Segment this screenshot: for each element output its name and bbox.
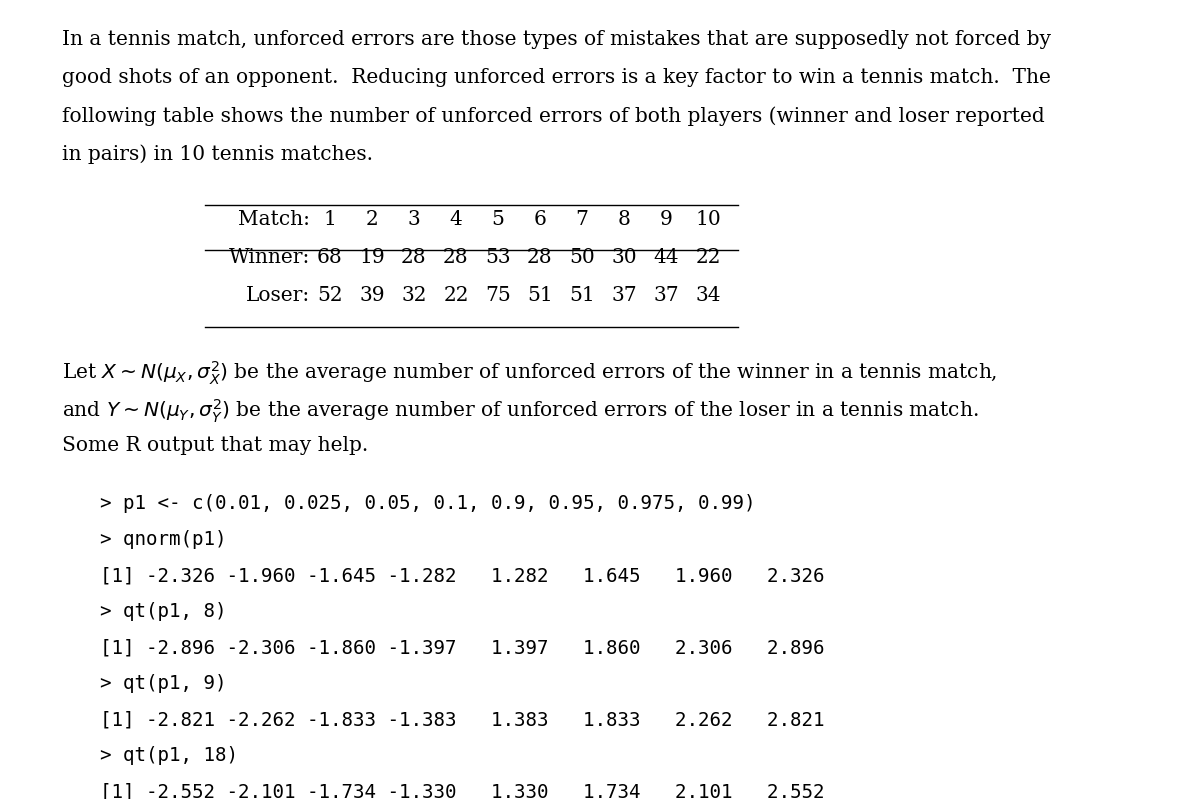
Text: Match:: Match:: [238, 210, 310, 229]
Text: > qt(p1, 9): > qt(p1, 9): [100, 674, 227, 693]
Text: and $Y \sim N(\mu_Y, \sigma_Y^2)$ be the average number of unforced errors of th: and $Y \sim N(\mu_Y, \sigma_Y^2)$ be the…: [62, 398, 979, 425]
Text: 28: 28: [527, 248, 553, 267]
Text: 34: 34: [695, 286, 721, 305]
Text: > p1 <- c(0.01, 0.025, 0.05, 0.1, 0.9, 0.95, 0.975, 0.99): > p1 <- c(0.01, 0.025, 0.05, 0.1, 0.9, 0…: [100, 494, 756, 513]
Text: 10: 10: [695, 210, 721, 229]
Text: following table shows the number of unforced errors of both players (winner and : following table shows the number of unfo…: [62, 106, 1045, 125]
Text: 4: 4: [450, 210, 462, 229]
Text: 30: 30: [611, 248, 637, 267]
Text: 53: 53: [485, 248, 511, 267]
Text: 22: 22: [443, 286, 469, 305]
Text: 32: 32: [401, 286, 427, 305]
Text: Some R output that may help.: Some R output that may help.: [62, 436, 368, 455]
Text: 68: 68: [317, 248, 343, 267]
Text: 50: 50: [569, 248, 595, 267]
Text: in pairs) in 10 tennis matches.: in pairs) in 10 tennis matches.: [62, 144, 373, 164]
Text: good shots of an opponent.  Reducing unforced errors is a key factor to win a te: good shots of an opponent. Reducing unfo…: [62, 68, 1051, 87]
Text: 6: 6: [534, 210, 546, 229]
Text: [1] -2.552 -2.101 -1.734 -1.330   1.330   1.734   2.101   2.552: [1] -2.552 -2.101 -1.734 -1.330 1.330 1.…: [100, 782, 824, 799]
Text: Winner:: Winner:: [229, 248, 310, 267]
Text: > qt(p1, 18): > qt(p1, 18): [100, 746, 238, 765]
Text: 19: 19: [359, 248, 385, 267]
Text: In a tennis match, unforced errors are those types of mistakes that are supposed: In a tennis match, unforced errors are t…: [62, 30, 1051, 49]
Text: 1: 1: [324, 210, 336, 229]
Text: 3: 3: [408, 210, 420, 229]
Text: 44: 44: [653, 248, 679, 267]
Text: Loser:: Loser:: [246, 286, 310, 305]
Text: 22: 22: [695, 248, 721, 267]
Text: 51: 51: [569, 286, 595, 305]
Text: 37: 37: [611, 286, 637, 305]
Text: 5: 5: [492, 210, 504, 229]
Text: Let $X \sim N(\mu_X, \sigma_X^2)$ be the average number of unforced errors of th: Let $X \sim N(\mu_X, \sigma_X^2)$ be the…: [62, 360, 997, 388]
Text: 28: 28: [401, 248, 427, 267]
Text: 39: 39: [359, 286, 385, 305]
Text: 51: 51: [527, 286, 553, 305]
Text: > qt(p1, 8): > qt(p1, 8): [100, 602, 227, 621]
Text: 8: 8: [618, 210, 630, 229]
Text: > qnorm(p1): > qnorm(p1): [100, 530, 227, 549]
Text: 52: 52: [317, 286, 343, 305]
Text: 28: 28: [443, 248, 469, 267]
Text: 37: 37: [653, 286, 679, 305]
Text: [1] -2.326 -1.960 -1.645 -1.282   1.282   1.645   1.960   2.326: [1] -2.326 -1.960 -1.645 -1.282 1.282 1.…: [100, 566, 824, 585]
Text: 7: 7: [576, 210, 588, 229]
Text: 9: 9: [660, 210, 672, 229]
Text: [1] -2.821 -2.262 -1.833 -1.383   1.383   1.833   2.262   2.821: [1] -2.821 -2.262 -1.833 -1.383 1.383 1.…: [100, 710, 824, 729]
Text: 75: 75: [485, 286, 511, 305]
Text: [1] -2.896 -2.306 -1.860 -1.397   1.397   1.860   2.306   2.896: [1] -2.896 -2.306 -1.860 -1.397 1.397 1.…: [100, 638, 824, 657]
Text: 2: 2: [366, 210, 378, 229]
